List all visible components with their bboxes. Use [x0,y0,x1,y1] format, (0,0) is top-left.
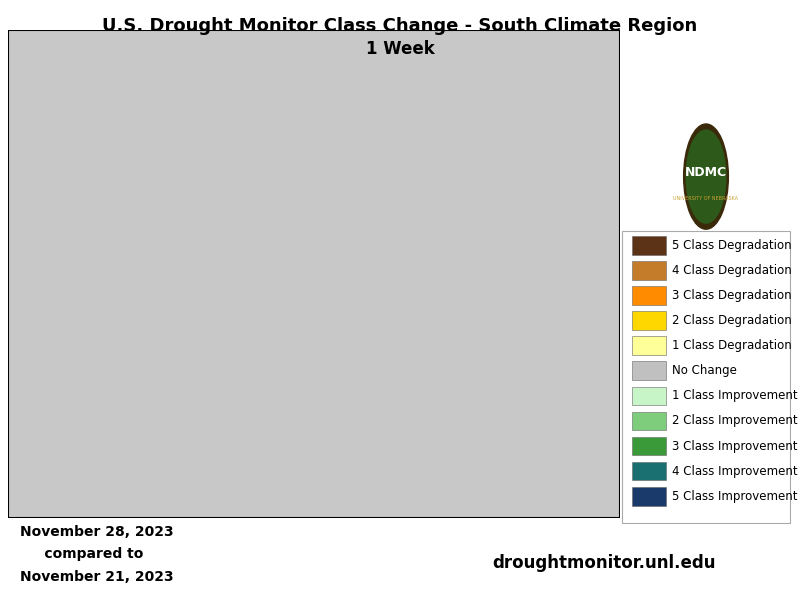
Text: November 28, 2023: November 28, 2023 [20,525,174,539]
Text: November 21, 2023: November 21, 2023 [20,570,174,584]
Text: NDMC: NDMC [685,166,727,179]
Bar [632,412,666,430]
Text: droughtmonitor.unl.edu: droughtmonitor.unl.edu [492,555,715,572]
Bar [622,231,790,522]
Bar [632,236,666,255]
Text: No Change: No Change [672,364,737,377]
Text: 4 Class Degradation: 4 Class Degradation [672,264,791,277]
Bar [632,261,666,280]
Bar [632,336,666,355]
Text: compared to: compared to [20,547,143,562]
Bar [632,286,666,305]
Text: 1 Week: 1 Week [366,40,434,58]
Text: 5 Class Improvement: 5 Class Improvement [672,490,797,503]
Bar [632,311,666,330]
Text: 3 Class Degradation: 3 Class Degradation [672,289,791,302]
Circle shape [684,124,728,229]
Text: 5 Class Degradation: 5 Class Degradation [672,239,791,252]
Text: 4 Class Improvement: 4 Class Improvement [672,465,798,478]
Text: 2 Class Improvement: 2 Class Improvement [672,415,798,427]
Text: 3 Class Improvement: 3 Class Improvement [672,440,797,453]
Text: 2 Class Degradation: 2 Class Degradation [672,314,791,327]
Bar [632,462,666,480]
Bar [632,362,666,380]
Bar [632,487,666,506]
Text: U.S. Drought Monitor Class Change - South Climate Region: U.S. Drought Monitor Class Change - Sout… [102,17,698,35]
Bar [632,387,666,405]
Text: 1 Class Degradation: 1 Class Degradation [672,339,791,352]
Text: UNIVERSITY OF NEBRASKA: UNIVERSITY OF NEBRASKA [674,196,738,201]
Bar [632,437,666,455]
Text: 1 Class Improvement: 1 Class Improvement [672,389,798,402]
Circle shape [686,130,726,223]
